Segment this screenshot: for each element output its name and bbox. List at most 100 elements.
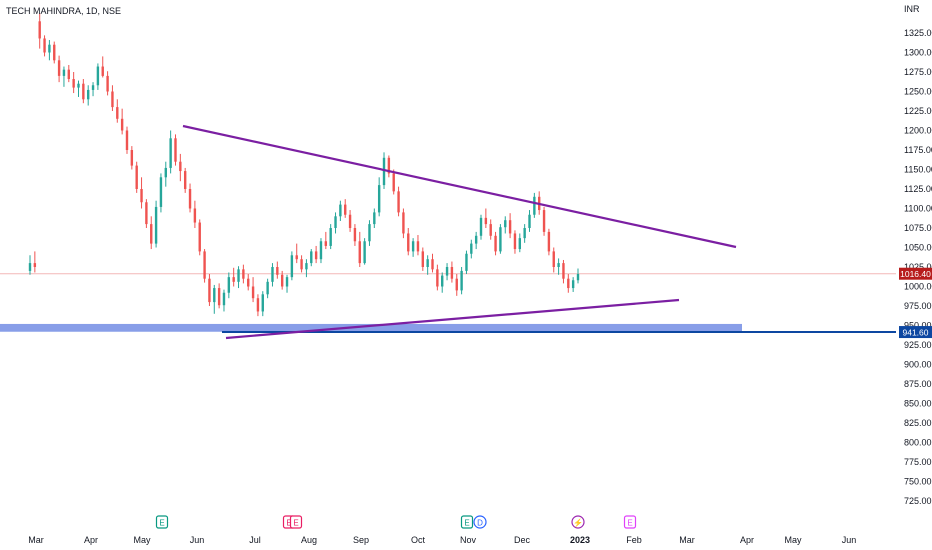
candle [368, 220, 371, 246]
candle [48, 40, 51, 61]
candle [222, 289, 226, 312]
x-tick-label: Apr [84, 535, 98, 545]
earnings-event-icon[interactable]: E [623, 515, 637, 529]
x-tick-label: Sep [353, 535, 369, 545]
lower-trendline[interactable] [225, 298, 680, 340]
candle [251, 277, 255, 303]
candle [436, 264, 439, 291]
y-tick-label: 975.00 [904, 301, 932, 311]
candle [227, 272, 231, 299]
candle [373, 208, 376, 228]
y-tick-label: 950.00 [904, 321, 932, 331]
x-tick-label: May [133, 535, 151, 545]
candle [445, 263, 449, 281]
candle [183, 167, 187, 193]
candle [504, 216, 507, 234]
candle [479, 214, 483, 240]
y-tick-label: 1275.00 [904, 67, 932, 77]
candle [460, 267, 463, 295]
candle [542, 206, 546, 236]
y-tick-label: 850.00 [904, 399, 932, 409]
candle [431, 253, 434, 273]
candle [43, 35, 46, 57]
x-tick-label: Dec [514, 535, 531, 545]
candle [247, 274, 250, 291]
last-price-badge: 1016.40 [899, 267, 932, 280]
candle [508, 213, 512, 239]
candle [547, 228, 551, 256]
y-tick-label: 875.00 [904, 379, 932, 389]
candle [111, 85, 114, 111]
candle [421, 247, 425, 271]
candle [571, 277, 575, 292]
candle [450, 261, 454, 283]
x-tick-label: Feb [626, 535, 642, 545]
candle [329, 224, 332, 250]
candle [465, 250, 468, 275]
y-tick-label: 1050.00 [904, 243, 932, 253]
candle [67, 64, 70, 83]
y-tick-label: 1225.00 [904, 106, 932, 116]
y-tick-label: 1250.00 [904, 87, 932, 97]
currency-label: INR [904, 4, 920, 14]
candle [33, 251, 37, 273]
svg-text:1016.40: 1016.40 [900, 269, 931, 279]
candle [562, 259, 565, 284]
candle [208, 274, 211, 306]
candle [198, 219, 201, 256]
candle [91, 82, 95, 97]
x-tick-label: 2023 [570, 535, 590, 545]
svg-text:941.60: 941.60 [903, 328, 929, 338]
candle [53, 41, 56, 64]
candle [86, 85, 90, 106]
x-tick-label: Oct [411, 535, 426, 545]
candle [271, 263, 274, 287]
candle [77, 80, 80, 97]
candle [344, 199, 347, 218]
y-tick-label: 900.00 [904, 360, 932, 370]
earnings-event-icon[interactable]: E [460, 515, 474, 529]
candle [397, 186, 400, 217]
candle [305, 259, 308, 278]
svg-text:E: E [627, 519, 632, 528]
x-tick-label: Jul [249, 535, 261, 545]
candle [285, 274, 289, 293]
candle [576, 268, 580, 284]
svg-text:E: E [464, 519, 469, 528]
candle [150, 216, 153, 250]
candle [140, 177, 143, 209]
x-tick-label: Mar [28, 535, 44, 545]
candle [280, 270, 284, 290]
candle [96, 63, 100, 90]
chart-title: TECH MAHINDRA, 1D, NSE [6, 6, 121, 16]
candle [72, 72, 75, 94]
candle [164, 161, 167, 187]
candle [319, 238, 323, 264]
x-tick-label: Jun [190, 535, 205, 545]
upper-trendline[interactable] [182, 124, 737, 249]
candle [106, 71, 109, 96]
support-price-badge: 941.60 [899, 326, 932, 339]
y-tick-label: 1325.00 [904, 28, 932, 38]
earnings-event-icon[interactable]: E [155, 515, 169, 529]
candle [276, 261, 279, 279]
x-tick-label: Mar [679, 535, 695, 545]
candle [533, 192, 536, 218]
candle [125, 126, 129, 154]
candle [518, 233, 522, 253]
candle [470, 239, 473, 259]
candle [145, 199, 148, 228]
candle [179, 153, 182, 182]
earnings-event-icon[interactable]: E [289, 515, 303, 529]
dividend-event-icon[interactable]: D [473, 515, 487, 529]
candle [377, 177, 381, 217]
split-event-icon[interactable]: ⚡ [571, 515, 585, 529]
y-tick-label: 1100.00 [904, 204, 932, 214]
candle [290, 251, 294, 281]
candle [567, 274, 570, 293]
x-tick-label: Aug [301, 535, 317, 545]
candle [557, 258, 560, 275]
candle [426, 255, 429, 275]
